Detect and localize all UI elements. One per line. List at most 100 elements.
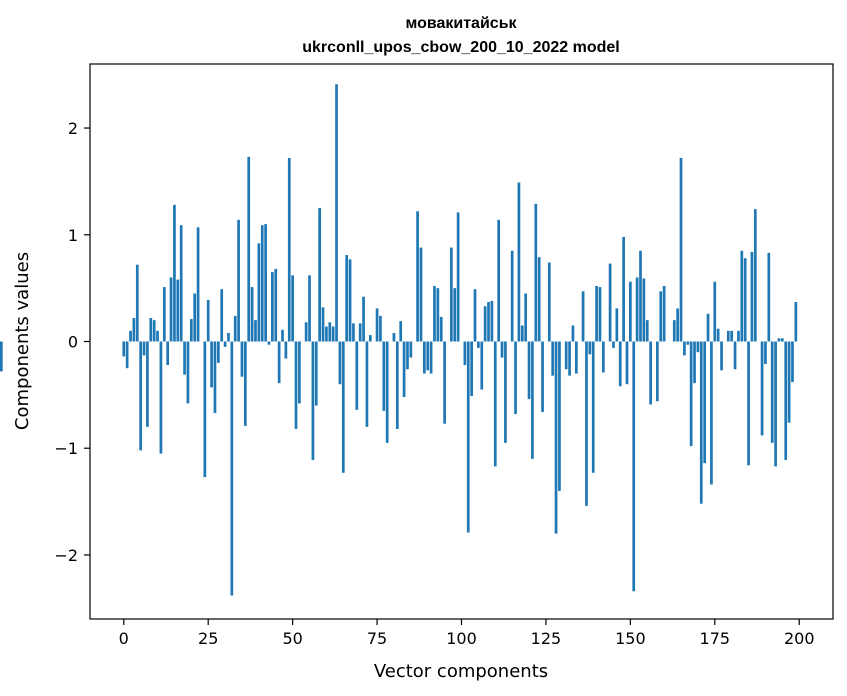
bar-158 bbox=[656, 341, 659, 402]
bar-191 bbox=[767, 252, 771, 342]
x-tick-label: 0 bbox=[119, 629, 129, 648]
bar-199 bbox=[794, 302, 798, 342]
bar-170 bbox=[696, 341, 700, 353]
bar-165 bbox=[679, 157, 683, 342]
x-tick-label: 125 bbox=[531, 629, 562, 648]
bar-5 bbox=[139, 341, 143, 451]
bar-75 bbox=[375, 308, 379, 342]
bar-95 bbox=[443, 341, 446, 424]
bar-0 bbox=[122, 341, 126, 357]
bar-63 bbox=[335, 84, 338, 342]
bar-119 bbox=[524, 293, 528, 342]
bar-129 bbox=[558, 341, 561, 491]
chart-subtitle: ukrconll_upos_cbow_200_10_2022 model bbox=[302, 39, 619, 56]
bar-55 bbox=[308, 275, 311, 342]
bar-141 bbox=[598, 287, 602, 342]
bar-62 bbox=[331, 326, 335, 342]
bar-98 bbox=[453, 288, 457, 342]
x-tick-label: 200 bbox=[784, 629, 815, 648]
bar-93 bbox=[436, 288, 440, 342]
bar-42 bbox=[264, 224, 267, 342]
x-tick-label: 50 bbox=[282, 629, 302, 648]
bar-137 bbox=[585, 341, 588, 506]
bar-105 bbox=[477, 341, 480, 348]
bar-128 bbox=[554, 341, 558, 534]
bar-194 bbox=[777, 338, 781, 342]
bar-124 bbox=[541, 341, 544, 412]
bar-97 bbox=[450, 247, 453, 342]
bar-192 bbox=[770, 341, 774, 443]
bar-109 bbox=[490, 300, 494, 342]
bar-153 bbox=[639, 250, 642, 342]
bar-1 bbox=[125, 341, 129, 369]
bar-126 bbox=[547, 262, 551, 342]
bar-139 bbox=[591, 341, 595, 473]
bar-14 bbox=[169, 277, 173, 342]
bar-195 bbox=[780, 338, 784, 342]
bar-50 bbox=[291, 275, 294, 342]
bar-111 bbox=[497, 219, 500, 342]
bar-187 bbox=[753, 209, 757, 342]
bar-104 bbox=[473, 289, 477, 342]
bar-145 bbox=[612, 341, 615, 348]
bar-71 bbox=[362, 296, 365, 342]
bar-27 bbox=[213, 341, 217, 414]
bar-51 bbox=[294, 341, 298, 430]
bar-159 bbox=[659, 291, 663, 342]
bar-103 bbox=[470, 341, 473, 396]
bar-132 bbox=[568, 341, 571, 376]
bar-107 bbox=[483, 306, 487, 342]
bar-197 bbox=[787, 341, 791, 423]
bar-46 bbox=[277, 341, 281, 384]
bar-39 bbox=[254, 320, 257, 342]
bar-144 bbox=[608, 263, 612, 342]
bar-13 bbox=[166, 341, 170, 365]
bar-43 bbox=[267, 341, 271, 345]
bar-91 bbox=[429, 341, 433, 374]
bar-82 bbox=[399, 321, 403, 342]
bar-41 bbox=[260, 225, 264, 342]
bar-190 bbox=[764, 341, 767, 364]
bar-58 bbox=[318, 208, 321, 342]
bar-138 bbox=[588, 341, 592, 355]
bar-undefined bbox=[0, 341, 3, 372]
bar-154 bbox=[642, 278, 646, 342]
bar-172 bbox=[703, 341, 707, 464]
y-tick-label: 1 bbox=[68, 226, 78, 245]
y-axis-ticks: −2 −1 0 1 2 bbox=[54, 119, 90, 565]
bar-181 bbox=[733, 341, 737, 370]
x-axis-label: Vector components bbox=[374, 661, 548, 682]
bar-81 bbox=[395, 341, 399, 430]
bar-183 bbox=[740, 250, 744, 342]
bar-122 bbox=[534, 203, 538, 342]
bar-156 bbox=[649, 341, 652, 405]
x-tick-label: 100 bbox=[446, 629, 477, 648]
bar-171 bbox=[699, 341, 703, 504]
bar-140 bbox=[595, 286, 598, 342]
y-tick-label: 2 bbox=[68, 119, 78, 138]
bar-64 bbox=[338, 341, 342, 385]
bar-136 bbox=[581, 291, 585, 342]
bar-49 bbox=[287, 157, 291, 342]
bar-84 bbox=[406, 341, 409, 370]
bar-57 bbox=[314, 341, 318, 406]
bar-147 bbox=[618, 341, 622, 387]
bar-72 bbox=[365, 341, 369, 427]
bar-167 bbox=[686, 341, 690, 345]
bar-3 bbox=[132, 318, 136, 342]
bar-44 bbox=[271, 272, 274, 342]
bar-6 bbox=[142, 341, 146, 356]
bar-10 bbox=[156, 330, 159, 342]
bar-168 bbox=[689, 341, 693, 447]
bar-20 bbox=[189, 319, 193, 342]
bar-7 bbox=[146, 341, 149, 427]
bar-11 bbox=[159, 341, 163, 454]
bar-36 bbox=[244, 341, 247, 426]
bar-8 bbox=[149, 318, 153, 342]
x-axis-ticks: 0 25 50 75 100 125 150 175 200 bbox=[119, 619, 815, 648]
bar-87 bbox=[416, 211, 419, 342]
bar-89 bbox=[423, 341, 426, 374]
bar-118 bbox=[520, 325, 524, 342]
bar-155 bbox=[645, 320, 649, 342]
bar-9 bbox=[152, 320, 156, 342]
